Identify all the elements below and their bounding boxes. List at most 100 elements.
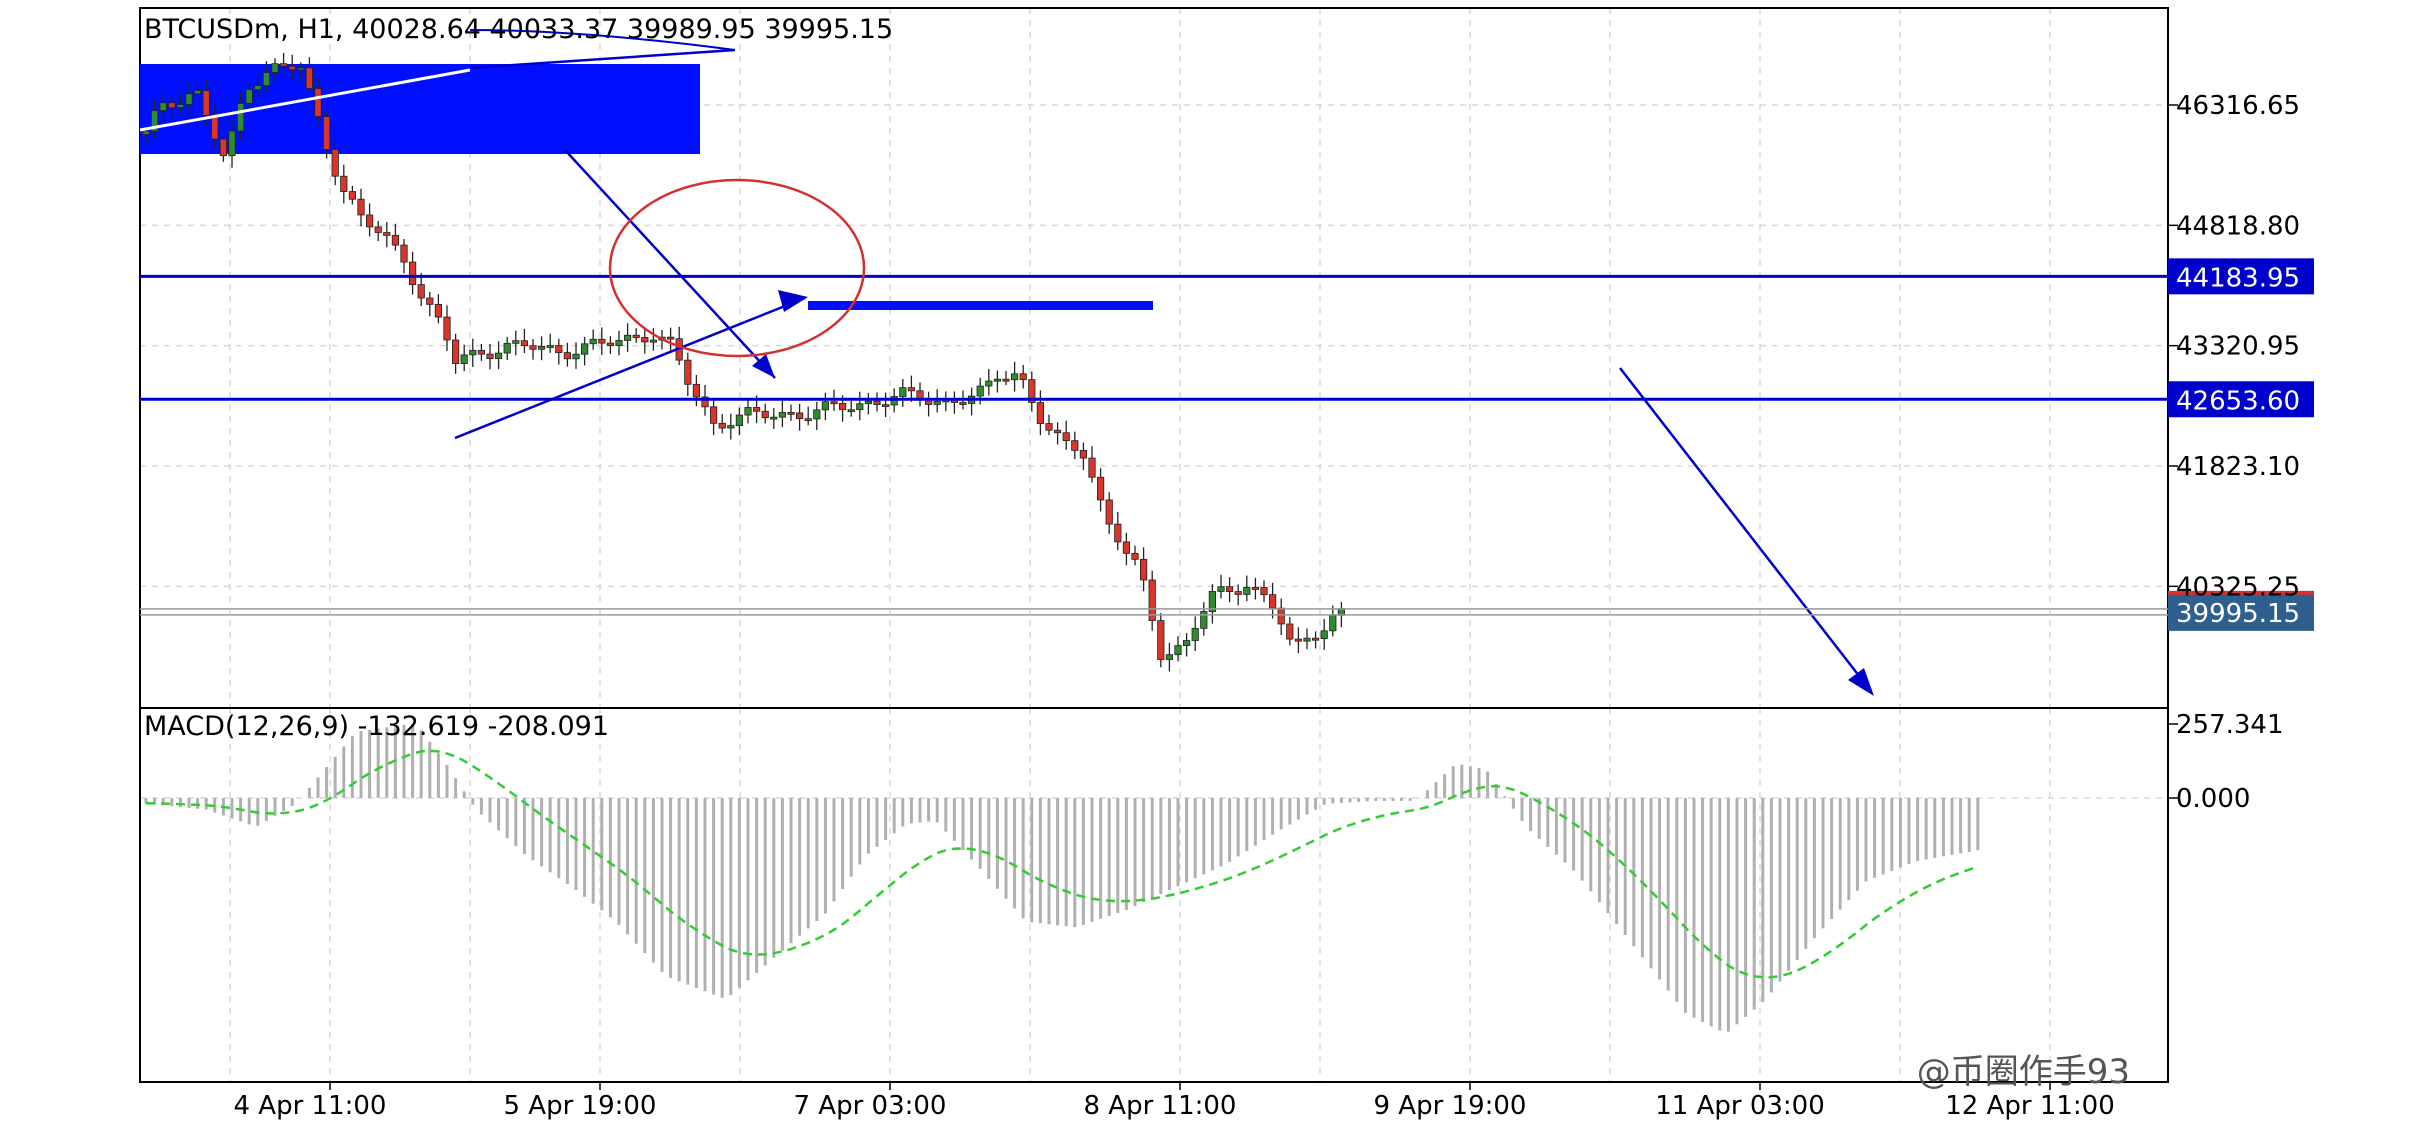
candle-body [357, 198, 365, 216]
level-tag [2168, 381, 2314, 418]
red-circle-marker [608, 178, 866, 358]
candle-body [314, 88, 322, 117]
candle-body [821, 401, 830, 411]
candle-body [1079, 449, 1087, 459]
candle-body [761, 410, 769, 419]
candle-body [830, 401, 838, 405]
candle-body [383, 232, 391, 236]
candle-body [150, 110, 159, 132]
candle-body [159, 102, 167, 112]
candle-body [864, 400, 873, 405]
candle-body [589, 338, 597, 345]
candle-body [1028, 379, 1036, 403]
candle-body [701, 396, 709, 408]
candle-body [1097, 476, 1105, 501]
candle-body [202, 90, 210, 116]
candle-body [408, 261, 417, 286]
candle-body [219, 138, 227, 157]
candle-body [494, 352, 503, 359]
candle-body [856, 403, 864, 411]
candle-body [1286, 623, 1294, 640]
candle-body [899, 387, 907, 397]
candle-body [581, 343, 589, 355]
current-price-label: 39995.15 [2176, 599, 2300, 629]
candle-body [331, 149, 339, 177]
candle-body [684, 359, 692, 385]
candle-body [735, 414, 744, 427]
candle-body [211, 114, 219, 140]
candle-body [469, 349, 477, 356]
candle-body [451, 339, 460, 364]
candle-body [1019, 373, 1027, 381]
candle-body [1320, 630, 1328, 639]
macd-axis: 257.341 0.000 [2168, 710, 2284, 814]
candle-body [1234, 591, 1242, 595]
grid-lines [140, 8, 2168, 1082]
candle-body [787, 411, 795, 415]
candle-body [1140, 558, 1148, 581]
arrow-down-1-head [752, 354, 775, 378]
candle-body [529, 345, 537, 350]
candle-body [417, 284, 425, 299]
candle-body [718, 422, 726, 429]
price-tick-label: 40325.25 [2176, 572, 2300, 602]
candle-body [1251, 587, 1259, 590]
price-tick-label: 41823.10 [2176, 452, 2300, 482]
macd-pane-frame [139, 707, 2169, 1083]
annotations [139, 29, 1874, 696]
candle-body [641, 337, 649, 343]
candle-body [1157, 620, 1165, 660]
symbol-header: BTCUSDm, H1, 40028.64 40033.37 39989.95 … [144, 14, 893, 45]
candle-body [1260, 587, 1268, 596]
candle-body [305, 67, 314, 89]
candle-body [1312, 637, 1320, 641]
candle-body [1191, 627, 1199, 641]
candle-body [1217, 586, 1225, 592]
candle-body [176, 104, 184, 108]
candle-body [1294, 638, 1302, 642]
current-price-tag-edge [2168, 590, 2314, 595]
time-tick-label: 4 Apr 11:00 [234, 1091, 387, 1121]
candle-body [1243, 587, 1251, 595]
candle-body [925, 399, 933, 405]
price-axis: 46316.65 44818.80 43320.95 41823.10 40325.25 [2168, 91, 2300, 602]
macd-tick-label: 0.000 [2176, 784, 2250, 814]
current-price-line: 39995.15 [140, 590, 2314, 631]
level-tag-label: 44183.95 [2176, 263, 2300, 293]
candle-body [598, 338, 606, 344]
candle-body [271, 63, 279, 73]
level-tag [2168, 258, 2314, 295]
candle-body [882, 404, 890, 407]
candle-body [727, 425, 735, 429]
candle-body [1054, 429, 1062, 434]
candle-body [477, 349, 486, 355]
candle-body [1071, 440, 1079, 451]
candle-body [443, 316, 451, 341]
candle-body [374, 226, 382, 233]
horizontal-levels: 44183.95 42653.60 [140, 258, 2314, 418]
candle-body [400, 244, 408, 263]
candle-body [1208, 591, 1216, 612]
trend-curve-upper [469, 29, 736, 51]
time-tick-label: 12 Apr 11:00 [1945, 1091, 2115, 1121]
candle-body [649, 339, 658, 343]
candle-body [1226, 586, 1234, 592]
trend-line-rising [139, 68, 471, 132]
candle-body [1303, 637, 1311, 642]
candle-body [813, 409, 821, 420]
current-price-tag [2168, 592, 2314, 631]
watermark: @币圈作手93 [1917, 1052, 2130, 1092]
candle-body [563, 352, 572, 360]
candle-body [985, 380, 993, 387]
macd-signal-line [145, 749, 1979, 979]
candle-body [1062, 432, 1070, 442]
candle-body [1122, 541, 1130, 554]
candle-body [1011, 373, 1019, 381]
candle-body [710, 406, 718, 424]
candle-body [288, 65, 296, 71]
candle-body [1165, 654, 1173, 660]
candle-body [1036, 402, 1044, 424]
candle-body [1114, 523, 1122, 543]
candle-body [692, 383, 701, 398]
time-tick-label: 7 Apr 03:00 [794, 1091, 947, 1121]
